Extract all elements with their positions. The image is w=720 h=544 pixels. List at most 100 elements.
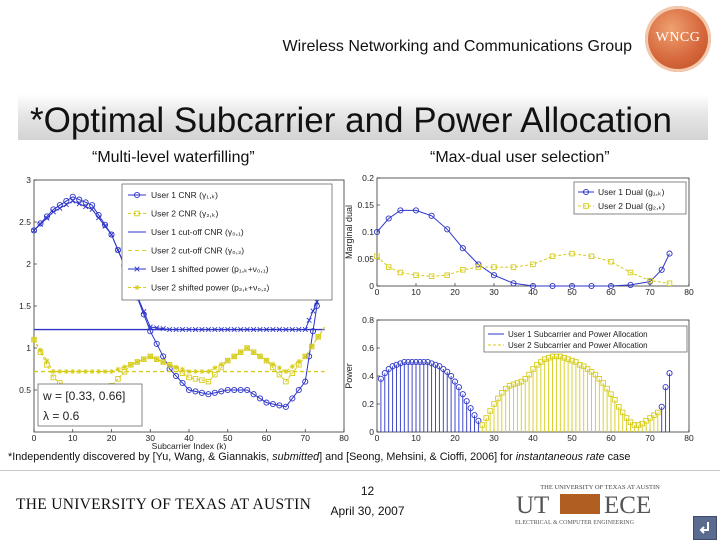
data-point [309, 344, 315, 350]
x-tick-label: 10 [411, 287, 421, 297]
data-point [185, 386, 193, 394]
data-point [179, 379, 186, 387]
data-point [205, 378, 212, 385]
y-tick-label: 0.2 [362, 173, 374, 183]
data-point [212, 326, 218, 333]
data-point [276, 365, 282, 371]
legend-marker [134, 210, 140, 217]
data-point [580, 363, 587, 369]
data-point [237, 386, 244, 394]
legend-entry: User 2 shifted power (p₂,ₖ+ν₀,₂) [151, 283, 270, 293]
data-point [76, 196, 83, 203]
data-point [549, 282, 556, 290]
data-point [475, 417, 482, 424]
x-tick-label: 50 [567, 433, 577, 443]
y-tick-label: 0.1 [362, 227, 374, 237]
data-point [128, 362, 134, 368]
data-point [313, 302, 320, 310]
slide-nav-icon[interactable] [693, 516, 717, 540]
series-markers-1 [373, 207, 673, 290]
left-plot-caption: “Multi-level waterfilling” [92, 149, 255, 166]
y-tick-label: 0.5 [19, 385, 31, 395]
data-point [639, 420, 645, 427]
y-tick-label: 0 [369, 427, 374, 437]
data-point [522, 376, 528, 382]
data-point [37, 347, 43, 353]
data-point [440, 365, 447, 373]
data-point [205, 391, 212, 398]
data-point [212, 365, 218, 371]
annotation-weights: w = [0.33, 0.66] [42, 389, 125, 403]
data-point [289, 395, 296, 402]
data-point [623, 415, 630, 421]
data-point [397, 360, 404, 367]
y-tick-label: 2 [26, 259, 31, 269]
data-point [244, 386, 251, 394]
data-point [160, 326, 166, 332]
data-point [604, 385, 610, 392]
x-tick-label: 40 [528, 433, 538, 443]
data-point [283, 369, 289, 375]
data-point [530, 366, 536, 372]
legend-entry: User 1 shifted power (p₁,ₖ+ν₀,₁) [151, 264, 269, 274]
data-point [596, 376, 603, 382]
data-point [296, 358, 302, 364]
data-point [428, 273, 435, 280]
data-point [569, 357, 575, 364]
data-point [428, 360, 435, 367]
data-point [627, 269, 634, 276]
data-point [631, 422, 638, 428]
university-wordmark: THE UNIVERSITY OF TEXAS AT AUSTIN [16, 496, 312, 513]
data-point [199, 369, 205, 375]
y-tick-label: 0 [369, 281, 374, 291]
slide-number: 12 [360, 484, 375, 498]
data-point [647, 415, 653, 421]
series-stems-1 [377, 358, 673, 432]
ece-logo-sub: ELECTRICAL & COMPUTER ENGINEERING [515, 520, 635, 526]
data-point [373, 228, 381, 236]
x-tick-label: 30 [489, 287, 499, 297]
data-point [491, 401, 497, 407]
x-tick-label: 0 [375, 433, 380, 443]
wncg-logo: WNCG [645, 6, 711, 72]
y-tick-label: 1 [26, 343, 31, 353]
data-point [30, 227, 38, 234]
data-point [270, 361, 276, 367]
data-point [102, 369, 108, 375]
data-point [592, 371, 599, 378]
legend-entry: User 1 Subcarrier and Power Allocation [508, 330, 648, 339]
x-tick-label: 70 [645, 433, 655, 443]
data-point [444, 272, 450, 278]
data-point [385, 215, 392, 222]
data-point [102, 223, 108, 229]
y-tick-label: 1.5 [19, 301, 31, 311]
right-plot-caption: “Max-dual user selection” [430, 149, 610, 166]
x-tick-label: 0 [32, 433, 37, 443]
data-point [448, 372, 455, 380]
x-tick-label: 60 [606, 287, 616, 297]
data-point [538, 359, 544, 365]
data-point [295, 386, 302, 394]
data-point [510, 280, 517, 287]
chart-marginal-dual: 0 10 20 30 40 50 60 70 80 0 0.05 0.1 0.15 0.2 Marginal… [344, 173, 694, 297]
data-point [460, 267, 466, 273]
data-point [269, 400, 277, 408]
x-axis-label: Subcarrier Index (k) [152, 441, 227, 450]
series-markers-6 [31, 334, 321, 375]
data-point [381, 370, 388, 377]
data-point [141, 356, 147, 362]
legend-entry: User 2 CNR (γ₂,ₖ) [151, 209, 219, 219]
series-markers-2 [374, 250, 673, 287]
data-point [231, 386, 238, 394]
data-point [413, 272, 419, 278]
ece-logo-ut: UT [516, 492, 549, 519]
data-point [44, 358, 50, 364]
x-tick-label: 20 [450, 433, 460, 443]
data-point [479, 422, 486, 428]
data-point [506, 383, 513, 389]
data-point [412, 207, 420, 214]
data-point [588, 282, 595, 290]
series-line-1 [376, 209, 670, 287]
chart-power-allocation: 0 10 20 30 40 50 60 70 80 0 0.2 0.4 0.6 0.8 Power User … [344, 315, 694, 443]
data-point [276, 402, 283, 409]
